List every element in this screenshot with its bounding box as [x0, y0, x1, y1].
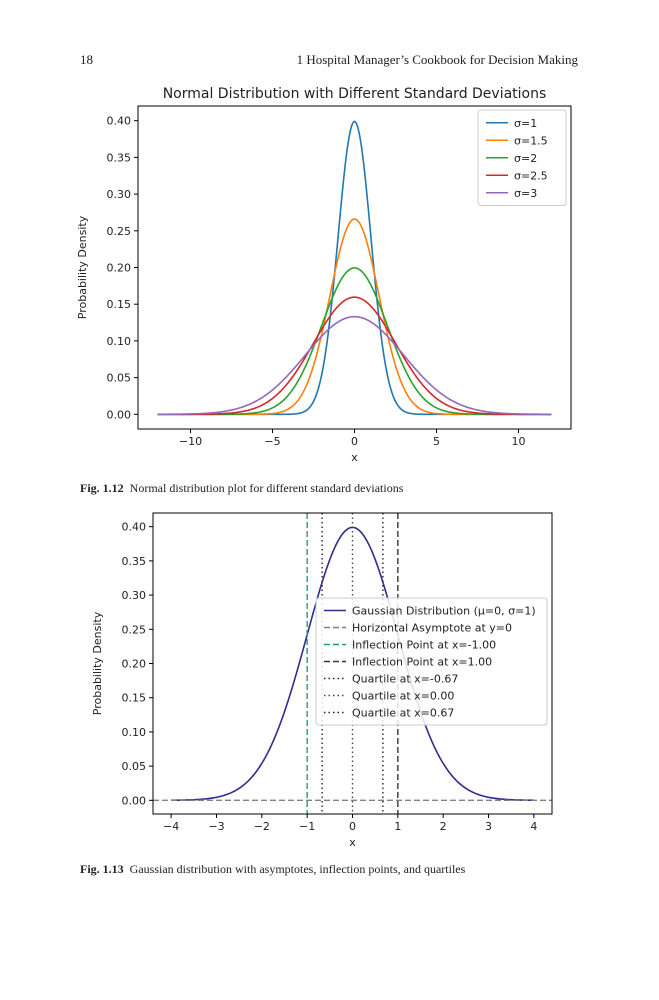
x-tick-label: −1	[299, 820, 315, 833]
y-tick-label: 0.10	[122, 726, 147, 739]
legend-label: σ=1	[514, 117, 537, 130]
x-tick-label: 3	[485, 820, 492, 833]
y-tick-label: 0.25	[107, 225, 132, 238]
x-axis-label: x	[351, 451, 358, 464]
y-tick-label: 0.15	[122, 692, 147, 705]
page-number: 18	[80, 52, 93, 67]
legend-label: Quartile at x=0.67	[352, 707, 454, 720]
series-line	[157, 315, 552, 416]
figure-caption-text: Gaussian distribution with asymptotes, i…	[129, 862, 466, 876]
legend-label: Inflection Point at x=1.00	[352, 656, 492, 669]
x-tick-label: 5	[433, 435, 440, 448]
legend-label: σ=1.5	[514, 134, 548, 147]
running-title: 1 Hospital Manager’s Cookbook for Decisi…	[296, 52, 578, 67]
y-tick-label: 0.30	[107, 188, 132, 201]
y-tick-label: 0.25	[122, 623, 147, 636]
y-tick-label: 0.05	[122, 760, 147, 773]
y-tick-label: 0.20	[107, 262, 132, 275]
y-tick-label: 0.40	[107, 115, 132, 128]
x-tick-label: −3	[208, 820, 224, 833]
legend-label: σ=2	[514, 152, 537, 165]
y-tick-label: 0.00	[107, 408, 132, 421]
y-tick-label: 0.35	[107, 151, 132, 164]
x-tick-label: −4	[163, 820, 179, 833]
y-axis-label: Probability Density	[91, 611, 104, 715]
chart-title: Normal Distribution with Different Stand…	[163, 86, 547, 102]
y-tick-label: 0.30	[122, 589, 147, 602]
x-tick-label: 10	[512, 435, 526, 448]
figure-caption-1-13: Fig. 1.13 Gaussian distribution with asym…	[80, 862, 465, 877]
y-tick-label: 0.00	[122, 794, 147, 807]
y-tick-label: 0.10	[107, 335, 132, 348]
legend-label: σ=2.5	[514, 169, 548, 182]
x-tick-label: 0	[351, 435, 358, 448]
y-tick-label: 0.40	[122, 521, 147, 534]
x-tick-label: 0	[349, 820, 356, 833]
legend-label: Quartile at x=-0.67	[352, 673, 458, 686]
legend-label: Horizontal Asymptote at y=0	[352, 622, 512, 635]
legend-label: Quartile at x=0.00	[352, 690, 454, 703]
x-tick-label: 1	[394, 820, 401, 833]
figure-label: Fig. 1.13	[80, 862, 124, 876]
y-axis-label: Probability Density	[76, 215, 89, 319]
figure-label: Fig. 1.12	[80, 481, 124, 495]
x-axis-label: x	[349, 836, 356, 849]
series-line	[157, 296, 552, 416]
legend: Gaussian Distribution (μ=0, σ=1) Horizont…	[315, 597, 548, 726]
y-tick-label: 0.35	[122, 555, 147, 568]
x-tick-label: 4	[530, 820, 537, 833]
legend-label: Inflection Point at x=-1.00	[352, 639, 496, 652]
legend-label: Gaussian Distribution (μ=0, σ=1)	[352, 605, 536, 618]
legend-box	[315, 597, 548, 726]
x-tick-label: 2	[440, 820, 447, 833]
legend-label: σ=3	[514, 187, 537, 200]
y-tick-label: 0.05	[107, 372, 132, 385]
x-tick-label: −10	[179, 435, 202, 448]
figure-caption-1-12: Fig. 1.12 Normal distribution plot for di…	[80, 481, 403, 496]
y-tick-label: 0.15	[107, 298, 132, 311]
figure-caption-text: Normal distribution plot for different s…	[129, 481, 404, 495]
x-tick-label: −5	[264, 435, 280, 448]
legend-box	[477, 109, 567, 206]
x-tick-label: −2	[254, 820, 270, 833]
y-tick-label: 0.20	[122, 658, 147, 671]
legend: σ=1 σ=1.5 σ=2 σ=2.5 σ=3	[477, 109, 567, 206]
